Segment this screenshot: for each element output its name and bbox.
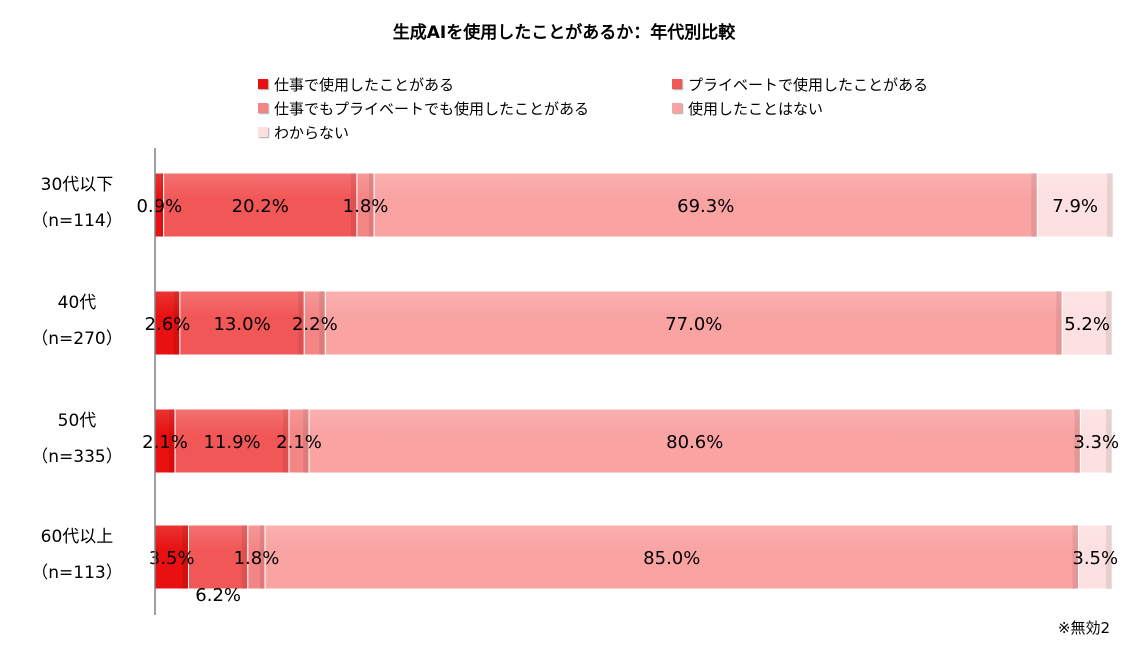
bar-segment — [373, 172, 1038, 238]
data-label: 0.9% — [136, 196, 182, 217]
data-label: 13.0% — [213, 314, 270, 335]
bar-segment — [154, 524, 189, 590]
bar-segment — [174, 408, 290, 474]
legend-swatch — [258, 127, 268, 137]
bar-segment — [1079, 408, 1113, 474]
category-count: （n=335） — [31, 447, 123, 467]
bar-segment-shade — [1106, 409, 1112, 473]
bar-segment-shade — [259, 525, 266, 589]
data-label: 85.0% — [643, 548, 700, 569]
bar-segment — [264, 524, 1080, 590]
bar-segment-shade — [1074, 409, 1081, 473]
legend-item: 使用したことはない — [672, 98, 823, 119]
data-label: 3.5% — [1072, 548, 1118, 569]
category-name: 40代 — [57, 293, 97, 313]
bar-segment — [179, 290, 305, 356]
bar-segment — [1036, 172, 1114, 238]
category-label: 60代以上 （n=113） — [22, 519, 132, 591]
bar-segment-shade — [173, 291, 180, 355]
bar-segment-shade — [1106, 291, 1112, 355]
bar-segment-shade — [1072, 525, 1079, 589]
legend-swatch — [672, 79, 682, 89]
category-label: 40代 （n=270） — [22, 285, 132, 357]
bar-segment-shade — [350, 173, 357, 237]
data-label: 2.2% — [292, 314, 338, 335]
data-label: 80.6% — [666, 432, 723, 453]
footnote: ※無効2 — [1057, 619, 1110, 637]
bar-segment-shade — [169, 409, 176, 473]
data-label: 11.9% — [203, 432, 260, 453]
bar-segment-shade — [282, 409, 289, 473]
data-label: 6.2% — [195, 585, 241, 606]
bar-segment-shade — [368, 173, 375, 237]
bar-segment-shade — [161, 173, 164, 237]
data-label: 3.3% — [1073, 432, 1119, 453]
bar-segment-shade — [1056, 291, 1063, 355]
data-label: 1.8% — [343, 196, 389, 217]
category-name: 30代以下 — [40, 175, 114, 195]
legend-label: 仕事でもプライベートでも使用したことがある — [274, 100, 590, 118]
data-label: 5.2% — [1064, 314, 1110, 335]
bar-segment-shade — [241, 525, 248, 589]
legend-item: プライベートで使用したことがある — [672, 74, 928, 95]
data-label: 3.5% — [149, 548, 195, 569]
bar-segment — [1061, 290, 1113, 356]
bar-segment — [163, 172, 358, 238]
legend-item: 仕事でもプライベートでも使用したことがある — [258, 98, 589, 119]
category-count: （n=270） — [31, 329, 123, 349]
bar-segment — [187, 524, 249, 590]
category-label: 50代 （n=335） — [22, 403, 132, 475]
legend-label: 使用したことはない — [688, 100, 824, 118]
bar-segment-shade — [182, 525, 189, 589]
bar-segment-shade — [1106, 525, 1112, 589]
legend-label: 仕事で使用したことがある — [274, 76, 455, 94]
legend-swatch — [672, 103, 682, 113]
legend-swatch — [258, 103, 268, 113]
bar-segment-shade — [303, 409, 310, 473]
chart-title: 生成AIを使用したことがあるか：年代別比較 — [392, 23, 736, 43]
bar-segment-shade — [319, 291, 326, 355]
legend-swatch — [258, 79, 268, 89]
data-label: 2.1% — [276, 432, 322, 453]
legend-label: プライベートで使用したことがある — [688, 76, 929, 94]
data-label: 1.8% — [234, 548, 280, 569]
bar-segment-shade — [1031, 173, 1038, 237]
category-count: （n=113） — [31, 563, 123, 583]
data-label: 2.6% — [145, 314, 191, 335]
legend-item: わからない — [258, 122, 349, 143]
bar-segment-shade — [298, 291, 305, 355]
legend-item: 仕事で使用したことがある — [258, 74, 454, 95]
data-label: 69.3% — [677, 196, 734, 217]
bar-segment — [308, 408, 1081, 474]
category-count: （n=114） — [31, 211, 123, 231]
category-name: 60代以上 — [40, 527, 114, 547]
category-name: 50代 — [57, 411, 97, 431]
data-label: 20.2% — [232, 196, 289, 217]
category-label: 30代以下 （n=114） — [22, 167, 132, 239]
bar-segment-shade — [1106, 173, 1113, 237]
data-label: 2.1% — [142, 432, 188, 453]
legend-label: わからない — [274, 124, 350, 142]
data-label: 77.0% — [665, 314, 722, 335]
bar-segment — [324, 290, 1063, 356]
data-label: 7.9% — [1052, 196, 1098, 217]
bar-segment — [1078, 524, 1113, 590]
